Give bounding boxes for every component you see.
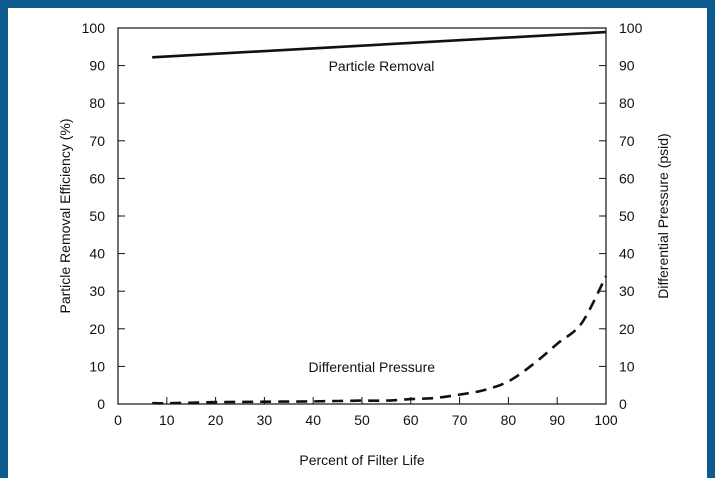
- y-right-tick-label: 100: [619, 20, 643, 36]
- labels: Particle Removal Differential Pressure Per…: [57, 58, 671, 468]
- y-left-axis-label: Particle Removal Efficiency (%): [57, 118, 73, 313]
- y-right-tick-label: 70: [619, 133, 635, 149]
- x-tick-label: 80: [501, 412, 517, 428]
- y-right-tick-label: 90: [619, 58, 635, 74]
- y-left-tick-label: 10: [89, 358, 105, 374]
- y-left-tick-label: 80: [89, 95, 105, 111]
- y-right-tick-label: 40: [619, 246, 635, 262]
- axes: [117, 27, 607, 405]
- y-left-tick-label: 30: [89, 283, 105, 299]
- particle-removal-label: Particle Removal: [329, 58, 435, 74]
- particle-removal-line: [152, 30, 607, 59]
- y-left-tick-label: 50: [89, 208, 105, 224]
- plot-border: [117, 27, 607, 405]
- x-tick-label: 90: [549, 412, 565, 428]
- y-left-tick-label: 90: [89, 58, 105, 74]
- x-tick-label: 50: [354, 412, 370, 428]
- y-right-tick-label: 30: [619, 283, 635, 299]
- x-tick-label: 10: [159, 412, 175, 428]
- y-left-tick-label: 0: [97, 396, 105, 412]
- x-tick-label: 30: [257, 412, 273, 428]
- y-right-tick-label: 50: [619, 208, 635, 224]
- y-right-axis-label: Differential Pressure (psid): [655, 133, 671, 298]
- y-right-tick-label: 60: [619, 170, 635, 186]
- y-left-tick-label: 40: [89, 246, 105, 262]
- y-right-tick-label: 10: [619, 358, 635, 374]
- y-left-tick-label: 60: [89, 170, 105, 186]
- y-right-tick-label: 80: [619, 95, 635, 111]
- x-tick-label: 70: [452, 412, 468, 428]
- y-left-tick-label: 100: [82, 20, 106, 36]
- x-tick-label: 20: [208, 412, 224, 428]
- y-left-tick-label: 20: [89, 321, 105, 337]
- x-tick-label: 60: [403, 412, 419, 428]
- differential-pressure-label: Differential Pressure: [308, 359, 435, 375]
- y-right-tick-label: 0: [619, 396, 627, 412]
- differential-pressure-line: [152, 275, 608, 405]
- series: [152, 30, 608, 405]
- x-tick-label: 40: [305, 412, 321, 428]
- ticks: 0 10 20 30 40 50 60 70 80 90 100010203040506070809…: [82, 20, 643, 428]
- x-axis-label: Percent of Filter Life: [299, 452, 424, 468]
- filter-life-chart: 0 10 20 30 40 50 60 70 80 90 100010203040506070809…: [57, 20, 671, 468]
- x-tick-label: 100: [594, 412, 618, 428]
- y-left-tick-label: 70: [89, 133, 105, 149]
- y-right-tick-label: 20: [619, 321, 635, 337]
- x-tick-label: 0: [114, 412, 122, 428]
- chart-panel: 0 10 20 30 40 50 60 70 80 90 100 0 10 20 30 40 50 60 70 80 9…: [8, 8, 707, 478]
